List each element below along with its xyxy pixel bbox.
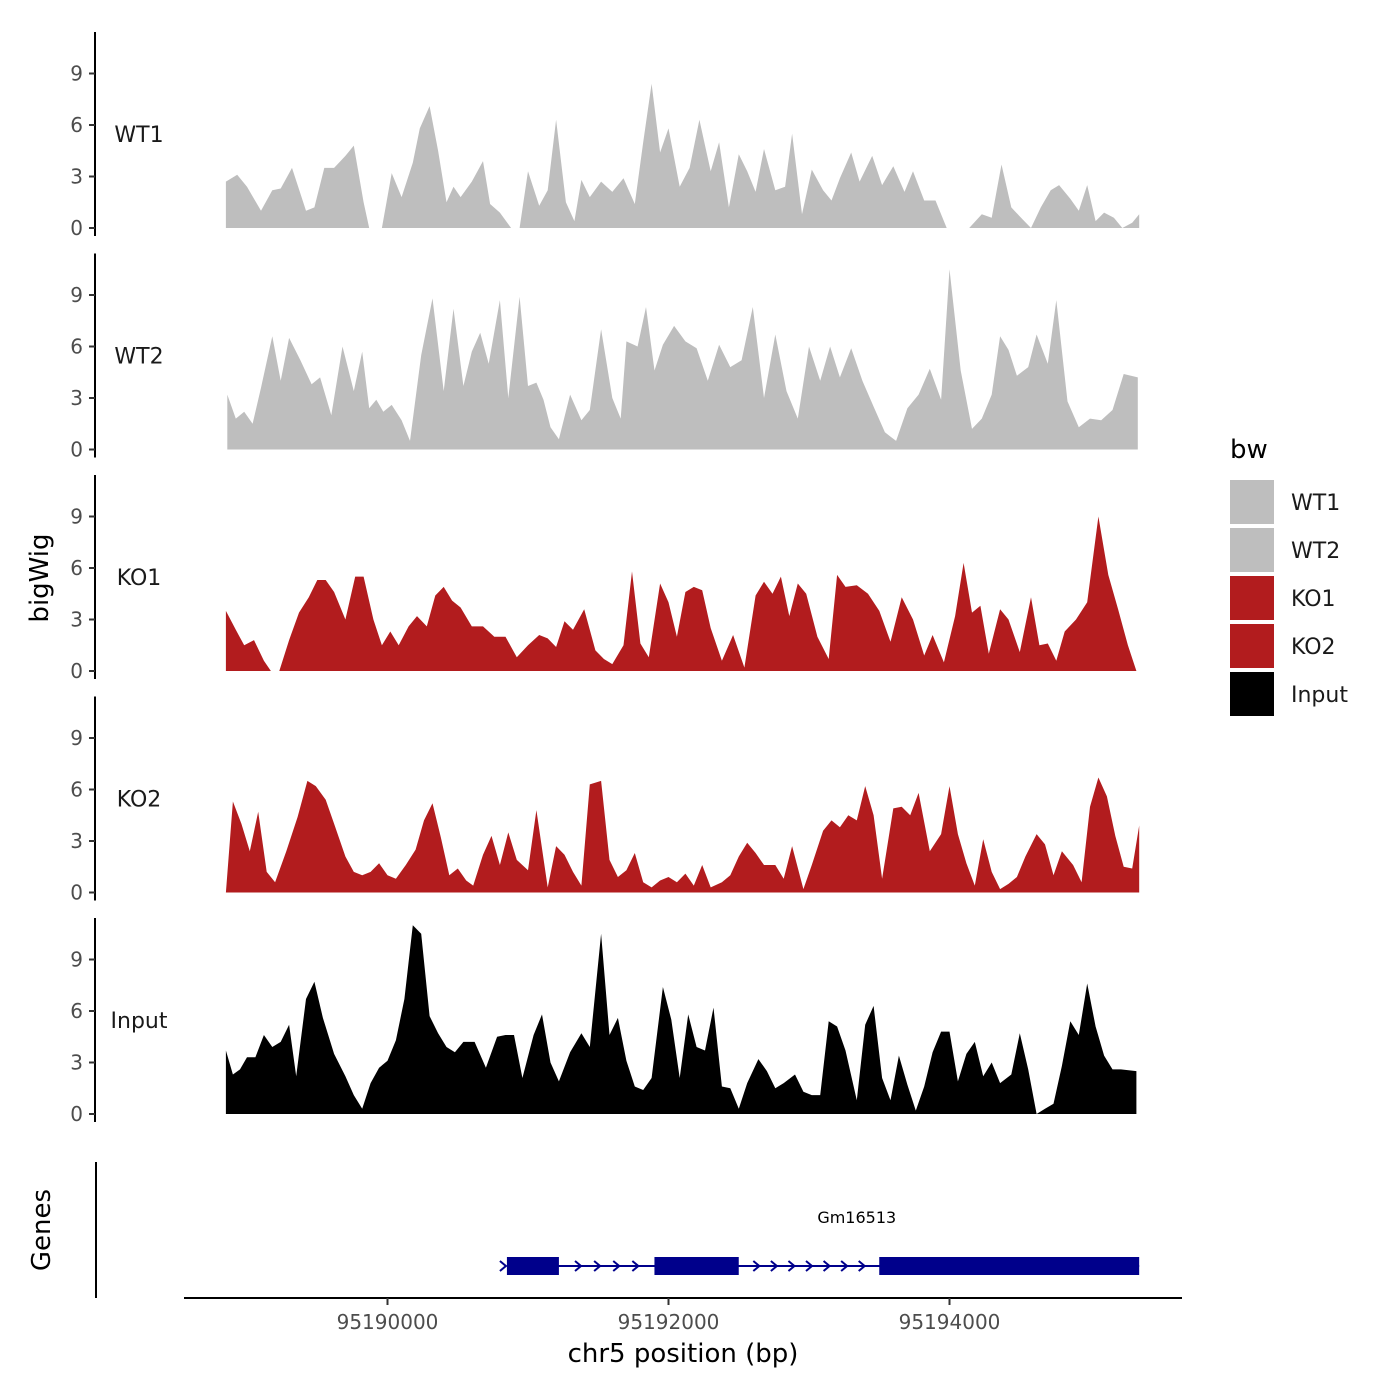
y-tick-label: 0: [70, 1102, 83, 1126]
strand-arrow-icon: [787, 1260, 797, 1272]
legend-item-ko1: KO1: [1230, 576, 1336, 620]
y-axis-title: bigWig: [25, 533, 55, 622]
coverage-area-input: [225, 925, 1137, 1114]
y-tick-label: 3: [70, 829, 83, 853]
legend-label: KO2: [1291, 635, 1336, 660]
y-tick-label: 6: [70, 999, 83, 1023]
legend: bw WT1 WT2 KO1 KO2 Input: [1230, 435, 1348, 716]
genes-title: Genes: [27, 1189, 57, 1271]
y-tick-label: 3: [70, 1051, 83, 1075]
strand-arrow-icon: [499, 1260, 508, 1272]
y-tick-label: 0: [70, 216, 83, 240]
coverage-area-ko1: [225, 516, 1137, 671]
legend-swatch: [1230, 672, 1274, 716]
legend-item-wt2: WT2: [1230, 528, 1340, 572]
y-tick-label: 9: [70, 726, 83, 750]
track-label: WT2: [114, 345, 163, 370]
y-tick-label: 3: [70, 165, 83, 189]
y-tick-label: 0: [70, 438, 83, 462]
coverage-area-wt1: [225, 83, 1140, 228]
gene-label: Gm16513: [817, 1208, 896, 1227]
x-tick-label: 95194000: [899, 1310, 1001, 1334]
y-tick-label: 3: [70, 386, 83, 410]
legend-item-input: Input: [1230, 672, 1348, 716]
track-ko2: 0 3 6 9 KO2: [70, 696, 1140, 905]
track-label: KO1: [117, 566, 162, 591]
strand-arrow-icon: [805, 1260, 814, 1272]
legend-swatch: [1230, 480, 1274, 524]
strand-arrow-icon: [631, 1260, 640, 1272]
y-tick-label: 9: [70, 62, 83, 86]
strand-arrow-icon: [858, 1260, 867, 1272]
legend-item-ko2: KO2: [1230, 624, 1336, 668]
track-label: KO2: [117, 788, 162, 813]
coverage-area-ko2: [225, 777, 1140, 893]
track-label: Input: [111, 1009, 168, 1034]
x-axis-title: chr5 position (bp): [568, 1339, 799, 1369]
track-wt2: 0 3 6 9 WT2: [70, 253, 1138, 462]
strand-arrow-icon: [612, 1260, 621, 1272]
bigwig-tracks: 0 3 6 9 WT1 0 3 6 9 WT2 0 3 6 9 KO1 0 3 6 9 KO2 0 3 6 9 Input: [70, 32, 1140, 1126]
legend-label: WT1: [1291, 491, 1340, 516]
y-tick-label: 6: [70, 113, 83, 137]
gene-exon: [506, 1257, 559, 1275]
x-tick-label: 95192000: [618, 1310, 720, 1334]
y-tick-label: 6: [70, 556, 83, 580]
gene-model: [499, 1257, 1140, 1275]
y-tick-label: 6: [70, 778, 83, 802]
strand-arrow-icon: [840, 1260, 849, 1272]
legend-title: bw: [1230, 435, 1268, 465]
x-axis: 95190000 95192000 95194000 chr5 position (…: [184, 1297, 1182, 1369]
gene-exon: [879, 1257, 1140, 1275]
legend-items: WT1 WT2 KO1 KO2 Input: [1230, 480, 1348, 716]
y-tick-label: 9: [70, 505, 83, 529]
legend-label: WT2: [1291, 539, 1340, 564]
legend-swatch: [1230, 528, 1274, 572]
y-tick-label: 0: [70, 881, 83, 905]
legend-swatch: [1230, 624, 1274, 668]
y-tick-label: 9: [70, 283, 83, 307]
legend-label: Input: [1291, 683, 1348, 708]
track-label: WT1: [114, 123, 163, 148]
x-tick-label: 95190000: [337, 1310, 439, 1334]
y-tick-label: 6: [70, 335, 83, 359]
track-ko1: 0 3 6 9 KO1: [70, 475, 1137, 683]
track-input: 0 3 6 9 Input: [70, 918, 1137, 1126]
strand-arrow-icon: [770, 1260, 779, 1272]
strand-arrow-icon: [593, 1260, 602, 1272]
legend-item-wt1: WT1: [1230, 480, 1340, 524]
gene-exon: [654, 1257, 739, 1275]
genes-panel: Genes Gm16513: [27, 1162, 1140, 1298]
legend-label: KO1: [1291, 587, 1336, 612]
legend-swatch: [1230, 576, 1274, 620]
strand-arrow-icon: [822, 1260, 832, 1272]
strand-arrow-icon: [574, 1260, 583, 1272]
coverage-area-wt2: [227, 269, 1138, 450]
strand-arrow-icon: [752, 1260, 761, 1272]
track-wt1: 0 3 6 9 WT1: [70, 32, 1140, 240]
y-tick-label: 9: [70, 948, 83, 972]
y-tick-label: 0: [70, 659, 83, 683]
x-ticks: 95190000 95192000 95194000: [337, 1298, 1001, 1334]
y-tick-label: 3: [70, 608, 83, 632]
